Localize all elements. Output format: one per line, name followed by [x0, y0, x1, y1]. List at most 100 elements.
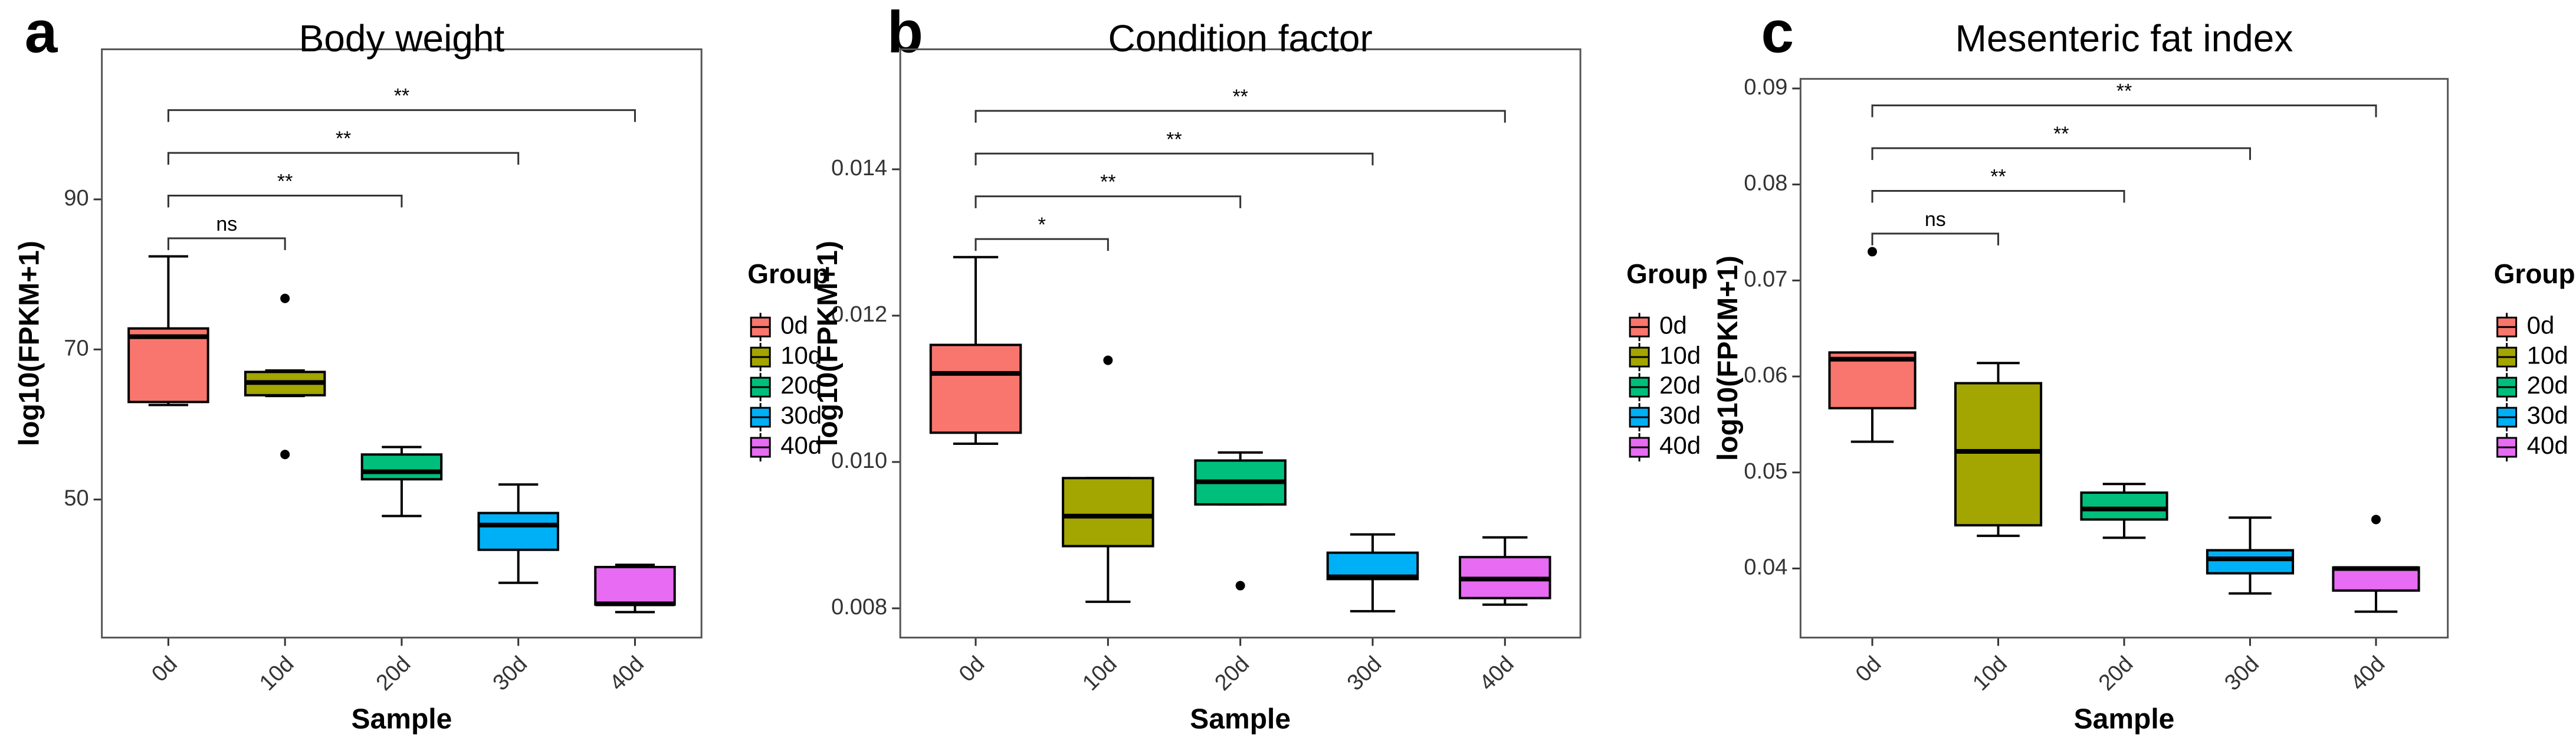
x-axis-label: Sample	[1190, 704, 1291, 735]
legend-title: Group	[1626, 258, 1708, 289]
significance-label: **	[1100, 171, 1115, 194]
legend-label: 0d	[2527, 311, 2555, 339]
outlier	[1235, 581, 1245, 591]
plot-frame	[1799, 78, 2449, 639]
legend-label: 10d	[1659, 341, 1701, 369]
outlier	[2371, 515, 2381, 525]
y-tick-label: 0.06	[1744, 363, 1787, 388]
y-tick-label: 0.09	[1744, 75, 1787, 100]
significance-bracket	[167, 109, 636, 122]
box	[594, 566, 676, 606]
legend-label: 20d	[780, 371, 822, 399]
box	[1828, 351, 1917, 409]
y-axis-label: log10(FPKM+1)	[812, 241, 844, 446]
outlier	[1103, 355, 1113, 365]
y-tick-label: 0.008	[831, 595, 887, 620]
panel-title: Mesenteric fat index	[1955, 17, 2293, 60]
box	[477, 512, 559, 551]
significance-bracket	[167, 237, 286, 250]
significance-label: **	[394, 85, 409, 107]
x-tick-label: 20d	[372, 651, 416, 696]
y-tick-label: 50	[64, 486, 88, 511]
box	[2332, 566, 2420, 592]
x-tick-label: 10d	[255, 651, 299, 696]
significance-label: ns	[216, 213, 237, 235]
y-axis-label: log10(FPKM+1)	[14, 241, 45, 446]
y-tick-label: 0.07	[1744, 267, 1787, 291]
x-tick-label: 40d	[2346, 651, 2390, 696]
y-tick-label: 0.014	[831, 156, 887, 181]
x-tick-label: 0d	[1851, 651, 1886, 687]
legend-label: 30d	[780, 401, 822, 429]
panel-title: Body weight	[299, 17, 505, 60]
x-tick-label: 40d	[1475, 651, 1519, 696]
box	[1954, 382, 2043, 527]
legend-label: 40d	[780, 431, 822, 459]
legend-label: 20d	[1659, 371, 1701, 399]
legend-label: 0d	[1659, 311, 1687, 339]
significance-bracket	[167, 195, 403, 208]
x-tick-label: 10d	[1968, 651, 2012, 696]
significance-label: **	[336, 127, 351, 150]
x-tick-label: 30d	[488, 651, 533, 696]
legend-label: 10d	[780, 341, 822, 369]
outlier	[280, 450, 290, 460]
legend-label: 40d	[1659, 431, 1701, 459]
x-tick-label: 20d	[1210, 651, 1255, 696]
outlier	[1868, 247, 1878, 257]
box	[929, 343, 1022, 434]
x-tick-label: 30d	[1343, 651, 1387, 696]
significance-bracket	[974, 110, 1506, 123]
panel-letter: c	[1761, 0, 1794, 65]
significance-label: **	[1990, 165, 2006, 188]
significance-label: **	[2116, 80, 2132, 103]
legend-title: Group	[747, 258, 829, 289]
legend-label: 10d	[2527, 341, 2568, 369]
x-axis-label: Sample	[352, 704, 452, 735]
legend-label: 30d	[1659, 401, 1701, 429]
y-tick-label: 0.08	[1744, 171, 1787, 196]
box	[2206, 549, 2295, 575]
y-tick-label: 90	[64, 186, 88, 211]
x-axis-label: Sample	[2074, 704, 2175, 735]
panel-title: Condition factor	[1108, 17, 1373, 60]
x-tick-label: 10d	[1078, 651, 1122, 696]
plot-frame	[101, 48, 703, 639]
y-tick-label: 0.05	[1744, 459, 1787, 484]
legend-label: 20d	[2527, 371, 2568, 399]
significance-label: **	[277, 170, 293, 192]
significance-label: **	[1166, 128, 1182, 150]
panel-letter: a	[25, 0, 58, 65]
panel-letter: b	[887, 0, 923, 65]
x-tick-label: 20d	[2094, 651, 2138, 696]
legend-title: Group	[2494, 258, 2575, 289]
legend-label: 30d	[2527, 401, 2568, 429]
x-tick-label: 40d	[605, 651, 649, 696]
significance-bracket	[1871, 104, 2377, 117]
x-tick-label: 0d	[954, 651, 990, 687]
significance-bracket	[167, 152, 520, 165]
significance-bracket	[974, 195, 1242, 208]
box	[2080, 491, 2168, 521]
legend-label: 0d	[780, 311, 808, 339]
y-tick-label: 0.010	[831, 448, 887, 473]
significance-label: ns	[1925, 208, 1946, 231]
significance-bracket	[1871, 232, 2000, 245]
significance-label: **	[2053, 123, 2069, 145]
significance-label: **	[1232, 86, 1248, 108]
y-tick-label: 0.012	[831, 302, 887, 327]
plot-frame	[899, 48, 1581, 639]
legend-label: 40d	[2527, 431, 2568, 459]
x-tick-label: 0d	[147, 651, 182, 687]
x-tick-label: 30d	[2220, 651, 2264, 696]
y-tick-label: 70	[64, 336, 88, 361]
box	[360, 453, 443, 481]
significance-bracket	[974, 238, 1109, 251]
significance-bracket	[1871, 189, 2125, 203]
significance-bracket	[1871, 147, 2251, 160]
y-tick-label: 0.04	[1744, 555, 1787, 579]
significance-bracket	[974, 152, 1374, 166]
box	[127, 327, 209, 404]
y-axis-label: log10(FPKM+1)	[1712, 255, 1744, 461]
